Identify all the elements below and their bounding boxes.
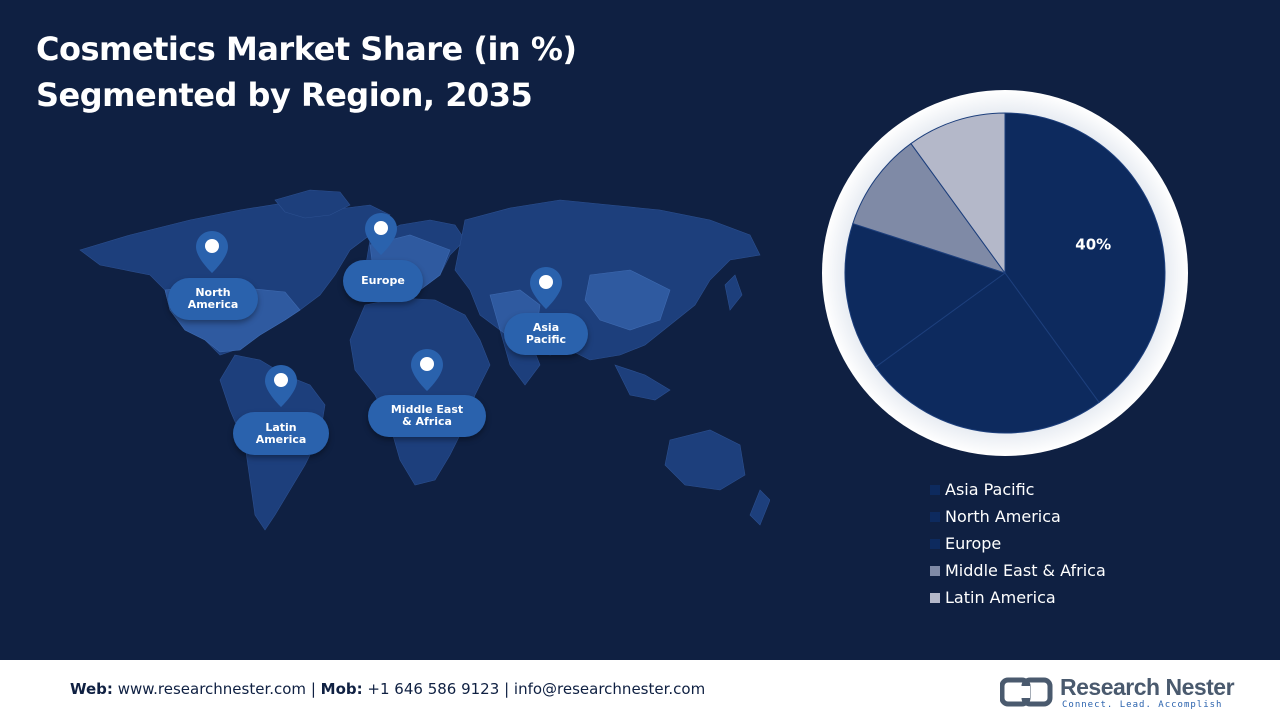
legend-item: Middle East & Africa <box>930 557 1106 584</box>
separator: | <box>504 680 510 698</box>
mob-label: Mob: <box>320 680 363 698</box>
legend-label: Europe <box>945 534 1002 553</box>
footer: Web: www.researchnester.com | Mob: +1 64… <box>0 660 1280 720</box>
web-label: Web: <box>70 680 113 698</box>
region-label-middle-east-africa: Middle East & Africa <box>368 395 486 437</box>
logo-name: Research Nester <box>1060 674 1235 700</box>
region-label-latin-america: Latin America <box>233 412 329 455</box>
pie-slice-latin-america <box>910 112 1006 275</box>
pie-chart-svg: 40% <box>822 90 1188 456</box>
pie-slice-asia-pacific <box>1004 112 1166 404</box>
legend-swatch <box>930 565 940 576</box>
legend-item: Europe <box>930 530 1106 557</box>
legend-item: Asia Pacific <box>930 476 1106 503</box>
web-link[interactable]: www.researchnester.com <box>117 680 307 698</box>
legend-item: Latin America <box>930 584 1106 611</box>
map-pin-icon <box>529 266 563 310</box>
pie-slice-middle-east-africa <box>852 142 1007 274</box>
legend-swatch <box>930 484 940 495</box>
map-pin-icon <box>264 364 298 408</box>
legend-item: North America <box>930 503 1106 530</box>
map-pin-icon <box>410 348 444 392</box>
pie-slice-north-america <box>874 272 1100 434</box>
legend-swatch <box>930 511 940 522</box>
logo-mark-icon <box>1000 677 1053 707</box>
infographic-panel: Cosmetics Market Share (in %) Segmented … <box>36 26 1190 611</box>
legend-label: North America <box>945 507 1061 526</box>
contact-info: Web: www.researchnester.com | Mob: +1 64… <box>70 680 705 698</box>
legend-label: Asia Pacific <box>945 480 1035 499</box>
map-pin-icon <box>195 230 229 274</box>
page-title: Cosmetics Market Share (in %) Segmented … <box>36 26 577 118</box>
map-pin-icon <box>364 212 398 256</box>
pie-slice-europe <box>844 222 1007 368</box>
company-logo: Research Nester Connect. Lead. Accomplis… <box>1000 674 1235 714</box>
title-line-1: Cosmetics Market Share (in %) <box>36 30 577 68</box>
title-line-2: Segmented by Region, 2035 <box>36 76 533 114</box>
phone-number: +1 646 586 9123 <box>367 680 500 698</box>
chart-legend: Asia Pacific North America Europe Middle Ea… <box>930 476 1106 611</box>
region-label-asia-pacific: Asia Pacific <box>504 313 588 355</box>
pie-chart: 40% <box>820 88 1190 458</box>
legend-swatch <box>930 538 940 549</box>
email-link[interactable]: info@researchnester.com <box>513 680 706 698</box>
legend-label: Middle East & Africa <box>945 561 1106 580</box>
region-label-north-america: North America <box>168 278 258 320</box>
logo-tagline: Connect. Lead. Accomplish <box>1062 700 1223 710</box>
separator: | <box>310 680 316 698</box>
legend-label: Latin America <box>945 588 1056 607</box>
legend-swatch <box>930 592 940 603</box>
pie-data-label: 40% <box>1075 235 1111 253</box>
region-label-europe: Europe <box>343 260 423 302</box>
